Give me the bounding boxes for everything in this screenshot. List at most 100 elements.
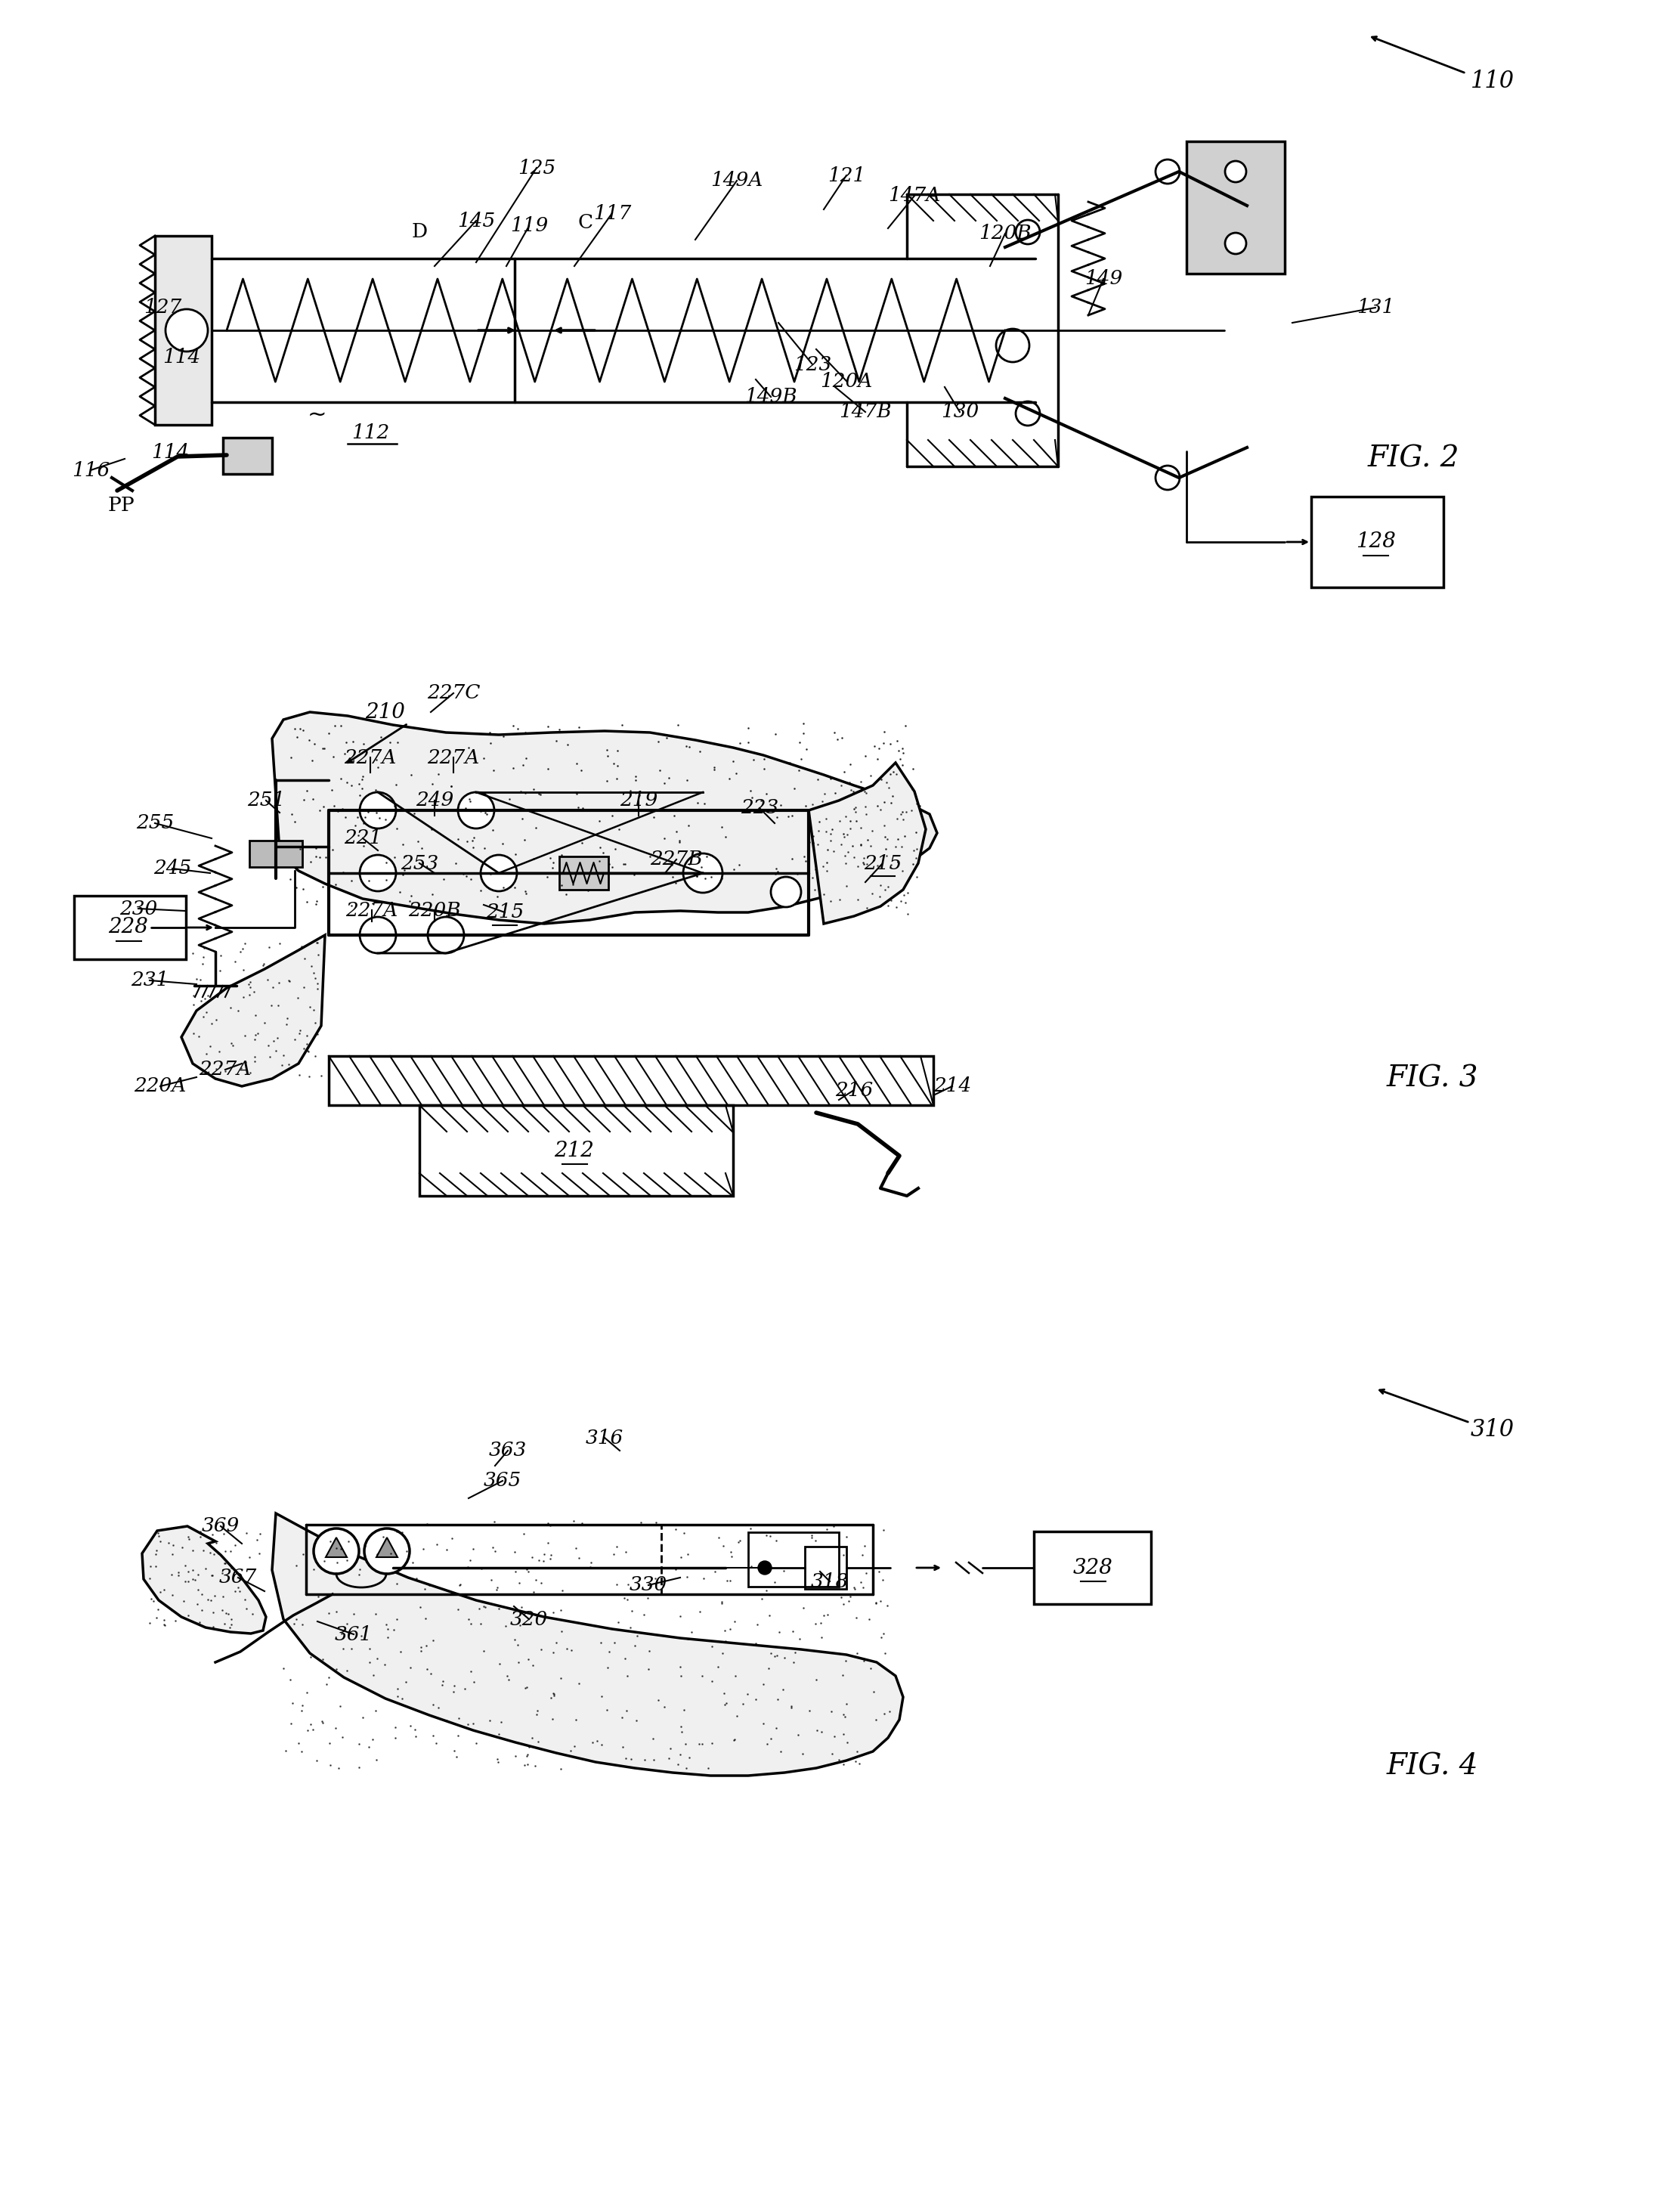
Text: FIG. 2: FIG. 2 bbox=[1368, 445, 1460, 472]
Circle shape bbox=[758, 1561, 771, 1574]
Circle shape bbox=[1225, 161, 1247, 183]
Bar bbox=[1033, 1532, 1151, 1603]
Text: 125: 125 bbox=[517, 159, 556, 176]
Text: 128: 128 bbox=[1356, 531, 1396, 551]
Circle shape bbox=[771, 878, 801, 906]
Text: 245: 245 bbox=[153, 860, 192, 878]
Text: 227C: 227C bbox=[427, 684, 480, 703]
Text: 145: 145 bbox=[457, 212, 496, 229]
Text: 121: 121 bbox=[828, 165, 865, 185]
Circle shape bbox=[684, 853, 722, 893]
Text: D: D bbox=[412, 223, 427, 243]
Text: 320: 320 bbox=[511, 1610, 548, 1629]
Bar bbox=[249, 840, 302, 867]
Text: FIG. 4: FIG. 4 bbox=[1386, 1753, 1478, 1782]
Text: 318: 318 bbox=[811, 1572, 848, 1590]
Circle shape bbox=[1156, 159, 1179, 183]
Text: 363: 363 bbox=[489, 1442, 528, 1460]
Circle shape bbox=[996, 329, 1030, 362]
Circle shape bbox=[360, 856, 396, 891]
Text: 127: 127 bbox=[143, 298, 181, 318]
Text: 114: 114 bbox=[163, 348, 200, 366]
Text: 220A: 220A bbox=[134, 1076, 186, 1096]
Bar bbox=[74, 895, 186, 959]
Circle shape bbox=[360, 917, 396, 953]
Text: 330: 330 bbox=[630, 1577, 667, 1594]
Text: 123: 123 bbox=[793, 355, 832, 375]
Text: 251: 251 bbox=[247, 792, 286, 809]
Text: 215: 215 bbox=[864, 853, 902, 873]
Text: ~: ~ bbox=[307, 404, 328, 426]
Text: 227A: 227A bbox=[198, 1061, 252, 1078]
Text: 149A: 149A bbox=[711, 172, 763, 190]
Text: 214: 214 bbox=[932, 1076, 971, 1096]
Bar bbox=[329, 1056, 934, 1105]
Text: PP: PP bbox=[108, 496, 134, 516]
Circle shape bbox=[1016, 401, 1040, 426]
Polygon shape bbox=[272, 1513, 904, 1775]
Circle shape bbox=[1016, 220, 1040, 245]
Text: 310: 310 bbox=[1470, 1418, 1515, 1442]
Text: 221: 221 bbox=[344, 829, 381, 847]
Polygon shape bbox=[326, 1537, 346, 1557]
Text: 253: 253 bbox=[400, 853, 438, 873]
Text: 365: 365 bbox=[484, 1471, 521, 1491]
Text: 361: 361 bbox=[334, 1625, 373, 1643]
Text: 367: 367 bbox=[218, 1568, 257, 1588]
Circle shape bbox=[1225, 234, 1247, 254]
Text: 369: 369 bbox=[202, 1517, 240, 1535]
Circle shape bbox=[365, 1528, 410, 1574]
Bar bbox=[420, 1105, 732, 1195]
Text: 231: 231 bbox=[131, 970, 168, 990]
Text: 328: 328 bbox=[1074, 1557, 1112, 1579]
Text: 227A: 227A bbox=[427, 747, 479, 767]
Bar bbox=[805, 1546, 847, 1590]
Text: 149: 149 bbox=[1084, 269, 1122, 289]
Circle shape bbox=[480, 856, 517, 891]
Text: 210: 210 bbox=[366, 701, 405, 723]
Text: 216: 216 bbox=[835, 1080, 874, 1100]
Text: 116: 116 bbox=[72, 461, 109, 481]
Polygon shape bbox=[272, 712, 937, 924]
Text: 114: 114 bbox=[151, 443, 190, 463]
Polygon shape bbox=[376, 1537, 398, 1557]
Polygon shape bbox=[181, 935, 324, 1087]
Text: 131: 131 bbox=[1356, 298, 1394, 318]
Text: 223: 223 bbox=[741, 798, 778, 818]
Text: C: C bbox=[578, 214, 593, 232]
Bar bbox=[559, 856, 608, 889]
Text: 110: 110 bbox=[1470, 68, 1515, 93]
Text: FIG. 3: FIG. 3 bbox=[1386, 1065, 1478, 1094]
Text: 120A: 120A bbox=[820, 370, 872, 390]
Circle shape bbox=[459, 792, 494, 829]
Text: 147B: 147B bbox=[838, 404, 892, 421]
Bar bbox=[1186, 141, 1285, 273]
Text: 120B: 120B bbox=[979, 225, 1032, 243]
Polygon shape bbox=[808, 763, 926, 924]
Text: 215: 215 bbox=[486, 902, 524, 922]
Circle shape bbox=[166, 309, 208, 351]
Circle shape bbox=[1156, 465, 1179, 490]
Text: 255: 255 bbox=[136, 814, 175, 833]
Text: 117: 117 bbox=[593, 203, 632, 223]
Bar bbox=[155, 236, 212, 426]
Bar bbox=[662, 1524, 874, 1594]
Text: 149B: 149B bbox=[744, 388, 796, 406]
Text: 230: 230 bbox=[119, 900, 158, 917]
Text: 147A: 147A bbox=[889, 187, 941, 205]
Text: 227B: 227B bbox=[650, 849, 702, 869]
Text: 212: 212 bbox=[554, 1140, 595, 1160]
Circle shape bbox=[314, 1528, 360, 1574]
Text: 219: 219 bbox=[620, 792, 657, 809]
Bar bbox=[1310, 496, 1443, 587]
Bar bbox=[223, 437, 272, 474]
Text: 227A: 227A bbox=[346, 900, 398, 919]
Text: 112: 112 bbox=[351, 423, 390, 441]
Text: 227A: 227A bbox=[344, 747, 396, 767]
Bar bbox=[748, 1532, 838, 1588]
Text: 119: 119 bbox=[511, 216, 548, 236]
Text: 316: 316 bbox=[586, 1429, 623, 1446]
Text: 220B: 220B bbox=[408, 902, 460, 919]
Circle shape bbox=[360, 792, 396, 829]
Polygon shape bbox=[143, 1526, 265, 1634]
